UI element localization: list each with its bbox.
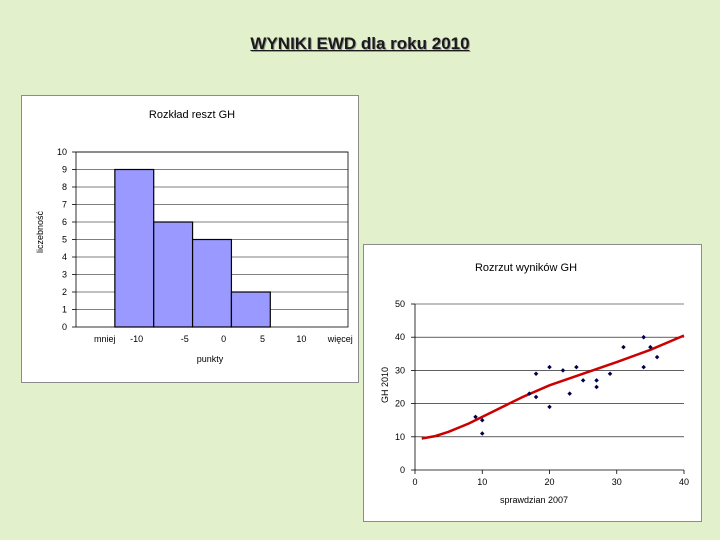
scatter-x-tick-label: 40 (679, 477, 689, 487)
histogram-bar (191, 238, 233, 328)
histogram-x-tick-label: 0 (221, 334, 226, 344)
histogram-y-tick-label: 5 (62, 235, 67, 245)
histogram-y-tick-label: 6 (62, 217, 67, 227)
scatter-x-tick-label: 10 (477, 477, 487, 487)
histogram-xlabel: punkty (197, 354, 224, 364)
scatter-point (547, 404, 552, 410)
scatter-y-tick-label: 30 (395, 365, 405, 375)
histogram-y-tick-label: 8 (62, 182, 67, 192)
scatter-point (479, 431, 485, 436)
histogram-x-tick-label: -10 (130, 334, 143, 344)
slide-title: WYNIKI EWD dla roku 2010 (250, 34, 470, 53)
scatter-point (654, 354, 660, 360)
histogram-x-tick-label: 5 (260, 334, 265, 344)
scatter-point (547, 364, 552, 370)
scatter-point (567, 391, 572, 396)
scatter-y-tick-label: 40 (395, 332, 405, 342)
scatter-title: Rozrzut wyników GH (475, 262, 577, 274)
scatter-chart: Rozrzut wyników GH GH 2010 sprawdzian 20… (380, 262, 689, 505)
histogram-ylabel: liczebność (35, 210, 45, 253)
histogram-y-tick-label: 3 (62, 270, 67, 280)
histogram-chart: Rozkład reszt GH liczebność punkty 0 1 2 3 4… (35, 109, 353, 364)
histogram-x-tick-label: mniej (94, 334, 116, 344)
scatter-point (594, 384, 599, 390)
scatter-point (621, 344, 626, 350)
histogram-y-tick-label: 4 (62, 252, 67, 262)
scatter-y-tick-label: 0 (400, 465, 405, 475)
scatter-y-tick-label: 10 (395, 432, 405, 442)
scatter-xlabel: sprawdzian 2007 (500, 495, 568, 505)
histogram-bar (114, 168, 155, 328)
scatter-point (594, 378, 599, 383)
scatter-point (527, 391, 532, 396)
histogram-x-tick-label: więcej (327, 334, 353, 344)
scatter-panel: Rozrzut wyników GH GH 2010 sprawdzian 20… (363, 244, 702, 522)
scatter-trend-line (421, 334, 685, 440)
scatter-point (648, 344, 653, 350)
histogram-title: Rozkład reszt GH (149, 109, 235, 121)
histogram-x-tick-label: -5 (181, 334, 189, 344)
scatter-point (560, 368, 566, 373)
scatter-point (580, 378, 586, 383)
histogram-y-tick-label: 0 (62, 322, 67, 332)
scatter-x-tick-label: 0 (412, 477, 417, 487)
histogram-y-tick-label: 2 (62, 287, 67, 297)
scatter-ylabel: GH 2010 (380, 367, 390, 403)
histogram-plot-border (75, 151, 349, 328)
scatter-y-tick-label: 50 (395, 299, 405, 309)
scatter-point (607, 371, 613, 376)
scatter-x-tick-label: 20 (544, 477, 554, 487)
histogram-y-tick-label: 1 (62, 305, 67, 315)
scatter-point (641, 364, 646, 370)
scatter-y-tick-label: 20 (395, 399, 405, 409)
histogram-y-tick-label: 10 (57, 147, 67, 157)
histogram-y-tick-label: 9 (62, 165, 67, 175)
histogram-panel: Rozkład reszt GH liczebność punkty 0 1 2 3 4… (21, 95, 359, 383)
scatter-point (574, 364, 579, 370)
histogram-bar (153, 221, 194, 328)
scatter-point (533, 394, 539, 400)
histogram-y-tick-label: 7 (62, 200, 67, 210)
scatter-x-tick-label: 30 (612, 477, 622, 487)
scatter-point (533, 371, 539, 376)
histogram-x-tick-label: 10 (296, 334, 306, 344)
scatter-point (641, 334, 646, 340)
histogram-bar (230, 291, 271, 328)
